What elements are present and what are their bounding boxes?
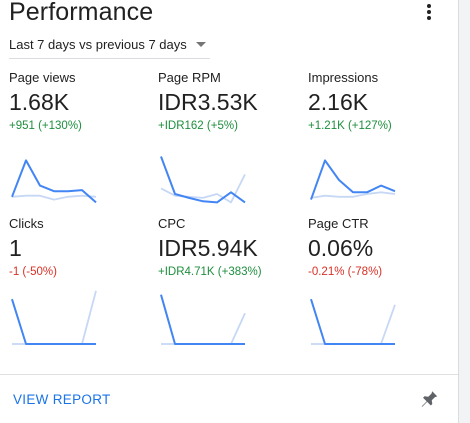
metric-change: -0.21% (-78%) (308, 266, 383, 278)
metric-page-ctr[interactable]: Page CTR 0.06% -0.21% (-78%) (308, 216, 453, 361)
metric-change: +IDR162 (+5%) (158, 120, 238, 132)
previous-period-line (11, 194, 97, 201)
metric-label: CPC (158, 216, 186, 231)
view-report-link[interactable]: VIEW REPORT (13, 392, 111, 407)
previous-period-line (160, 173, 246, 204)
metric-page-views[interactable]: Page views 1.68K +951 (+130%) (9, 70, 154, 215)
metric-change: +IDR4.71K (+383%) (158, 266, 262, 278)
footer-divider (0, 374, 458, 375)
metric-change: +1.21K (+127%) (308, 120, 392, 132)
current-period-line (11, 159, 97, 204)
current-period-line (160, 156, 246, 204)
current-period-line (160, 294, 245, 345)
sparkline-page-ctr (310, 298, 396, 345)
period-underline (9, 58, 210, 59)
metric-value: 1 (9, 235, 22, 261)
metric-page-rpm[interactable]: Page RPM IDR3.53K +IDR162 (+5%) (158, 70, 303, 215)
metric-label: Page views (9, 70, 76, 85)
period-dropdown[interactable]: Last 7 days vs previous 7 days (9, 33, 206, 55)
metric-impressions[interactable]: Impressions 2.16K +1.21K (+127%) (308, 70, 453, 215)
previous-period-line (310, 191, 396, 199)
metric-label: Page CTR (308, 216, 369, 231)
period-label: Last 7 days vs previous 7 days (9, 36, 187, 52)
current-period-line (310, 298, 395, 345)
metric-label: Page RPM (158, 70, 221, 85)
metric-change: -1 (-50%) (9, 266, 57, 278)
current-period-line (11, 298, 96, 345)
metric-value: 2.16K (308, 89, 369, 115)
metric-label: Clicks (9, 216, 44, 231)
page-background (459, 0, 470, 423)
card-title: Performance (9, 0, 154, 26)
pin-icon[interactable] (418, 389, 440, 411)
current-period-line (310, 159, 396, 200)
sparkline-cpc (160, 294, 246, 345)
performance-card: Performance Last 7 days vs previous 7 da… (0, 0, 458, 411)
metric-value: 1.68K (9, 89, 70, 115)
metric-change: +951 (+130%) (9, 120, 82, 132)
sparkline-clicks (11, 290, 97, 345)
metric-cpc[interactable]: CPC IDR5.94K +IDR4.71K (+383%) (158, 216, 303, 361)
sparkline-page-rpm (160, 156, 246, 204)
metric-value: IDR3.53K (158, 89, 258, 115)
sparkline-page-views (11, 159, 97, 204)
more-options-icon[interactable] (419, 2, 439, 22)
metric-value: IDR5.94K (158, 235, 258, 261)
metric-value: 0.06% (308, 235, 374, 261)
sparkline-impressions (310, 159, 396, 200)
metric-label: Impressions (308, 70, 379, 85)
previous-period-line (12, 290, 97, 345)
chevron-down-icon (195, 41, 206, 47)
card-border (458, 0, 459, 423)
metric-clicks[interactable]: Clicks 1 -1 (-50%) (9, 216, 154, 361)
